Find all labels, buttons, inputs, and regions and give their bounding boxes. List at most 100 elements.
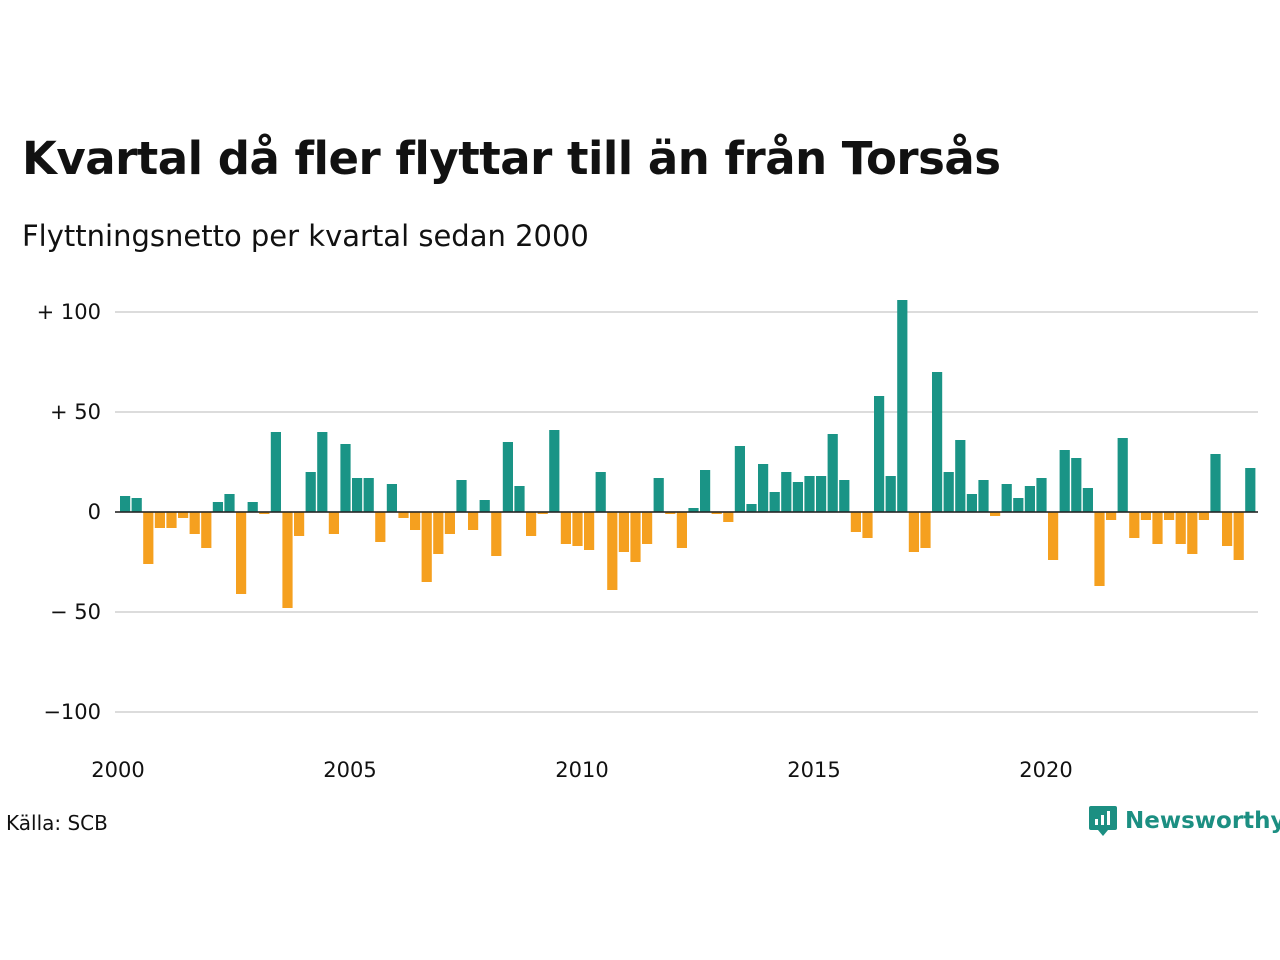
bar: [711, 512, 722, 514]
bar: [966, 494, 977, 512]
bar: [468, 512, 479, 530]
bar: [120, 496, 131, 512]
bar: [1117, 438, 1128, 512]
bar: [537, 512, 548, 514]
bar: [978, 480, 989, 512]
bar: [560, 512, 571, 544]
bar: [908, 512, 919, 552]
bar: [1106, 512, 1117, 520]
bar: [1094, 512, 1105, 586]
x-tick-label: 2015: [787, 758, 840, 782]
bar: [920, 512, 931, 548]
bar: [1175, 512, 1186, 544]
x-tick-label: 2020: [1019, 758, 1072, 782]
bar: [572, 512, 583, 546]
bar: [1036, 478, 1047, 512]
bar: [746, 504, 757, 512]
bar: [154, 512, 165, 528]
bar: [1233, 512, 1244, 560]
bar: [1140, 512, 1151, 520]
bar: [781, 472, 792, 512]
x-axis-ticks: 2000 2005 2010 2015 2020: [91, 758, 1072, 782]
bar: [816, 476, 827, 512]
bar: [270, 432, 281, 512]
bar: [792, 482, 803, 512]
bar: [943, 472, 954, 512]
bar: [584, 512, 595, 550]
bar: [340, 444, 351, 512]
bar: [1001, 484, 1012, 512]
x-tick-label: 2000: [91, 758, 144, 782]
bar: [734, 446, 745, 512]
bar: [502, 442, 513, 512]
bars: [120, 300, 1256, 608]
chart-title: Kvartal då fler flyttar till än från Tor…: [22, 132, 1001, 185]
bar: [630, 512, 641, 562]
newsworthy-logo-text: Newsworthy: [1125, 808, 1280, 834]
bar: [676, 512, 687, 548]
source-note: Källa: SCB: [6, 811, 108, 835]
bar: [1013, 498, 1024, 512]
y-tick-label: + 100: [37, 300, 101, 324]
bar: [294, 512, 305, 536]
bar: [700, 470, 711, 512]
bar: [526, 512, 537, 536]
bar: [885, 476, 896, 512]
bar: [769, 492, 780, 512]
bar: [491, 512, 502, 556]
bar: [479, 500, 490, 512]
bar: [874, 396, 885, 512]
bar: [665, 512, 676, 514]
bar: [456, 480, 467, 512]
bar: [1198, 512, 1209, 520]
bar: [688, 508, 699, 512]
bar: [862, 512, 873, 538]
bar: [1222, 512, 1233, 546]
bar: [1129, 512, 1140, 538]
y-tick-label: − 50: [50, 600, 101, 624]
bar: [398, 512, 409, 518]
bar: [305, 472, 316, 512]
bar: [1048, 512, 1059, 560]
bar: [352, 478, 363, 512]
bar: [131, 498, 142, 512]
bar: [247, 502, 258, 512]
bar: [607, 512, 618, 590]
bar: [1059, 450, 1070, 512]
bar: [166, 512, 177, 528]
bar: [212, 502, 223, 512]
bar: [328, 512, 339, 534]
bar: [433, 512, 444, 554]
bar: [201, 512, 212, 548]
bar: [444, 512, 455, 534]
bar-chart: + 100 + 50 0 − 50 −100 2000 2005 2010 2015 2020: [37, 300, 1258, 782]
bar: [955, 440, 966, 512]
bar: [897, 300, 908, 512]
chart-subtitle: Flyttningsnetto per kvartal sedan 2000: [22, 219, 589, 253]
bar: [282, 512, 293, 608]
bar: [1164, 512, 1175, 520]
newsworthy-logo-icon: [1089, 806, 1117, 836]
bar: [410, 512, 421, 530]
bar: [618, 512, 629, 552]
bar: [1187, 512, 1198, 554]
bar: [375, 512, 386, 542]
y-axis-ticks: + 100 + 50 0 − 50 −100: [37, 300, 101, 724]
bar: [317, 432, 328, 512]
bar: [1024, 486, 1035, 512]
y-tick-label: −100: [43, 700, 101, 724]
bar: [1210, 454, 1221, 512]
bar: [178, 512, 189, 518]
bar: [642, 512, 653, 544]
bar: [1245, 468, 1256, 512]
y-tick-label: + 50: [50, 400, 101, 424]
bar: [514, 486, 525, 512]
bar: [595, 472, 606, 512]
bar: [850, 512, 861, 532]
bar: [839, 480, 850, 512]
bar: [1152, 512, 1163, 544]
bar: [932, 372, 943, 512]
bar: [236, 512, 247, 594]
bar: [224, 494, 235, 512]
bar: [259, 512, 270, 514]
